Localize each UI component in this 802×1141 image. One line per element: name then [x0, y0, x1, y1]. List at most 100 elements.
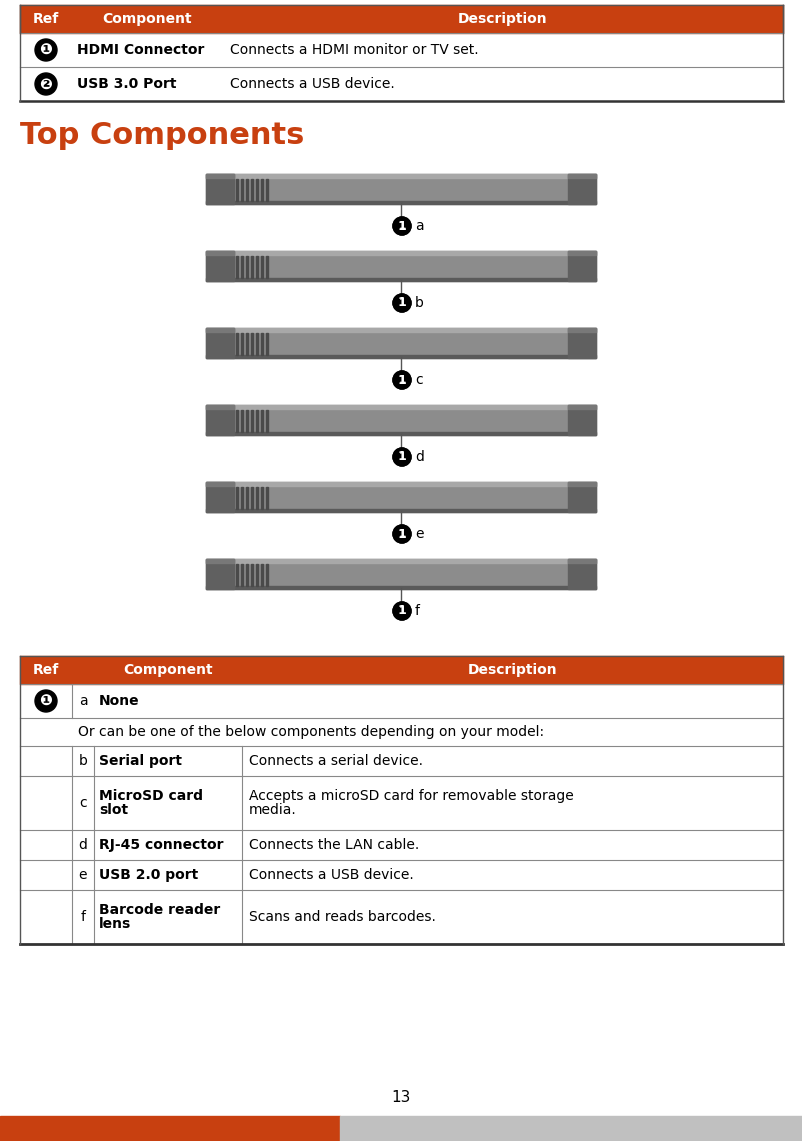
Bar: [206, 278, 595, 281]
Text: 1: 1: [398, 375, 405, 385]
Bar: [206, 173, 595, 178]
Text: b: b: [415, 296, 423, 310]
Circle shape: [35, 73, 57, 95]
Text: None: None: [99, 694, 140, 709]
Text: USB 3.0 Port: USB 3.0 Port: [77, 76, 176, 91]
Circle shape: [392, 217, 411, 235]
Text: 1: 1: [398, 221, 405, 230]
Bar: [241, 487, 243, 509]
Text: e: e: [415, 527, 423, 541]
Text: c: c: [79, 796, 87, 810]
Text: Connects a HDMI monitor or TV set.: Connects a HDMI monitor or TV set.: [229, 43, 478, 57]
Bar: [251, 333, 253, 355]
Text: 1: 1: [397, 297, 406, 309]
Text: Accepts a microSD card for removable storage: Accepts a microSD card for removable sto…: [249, 788, 573, 803]
Bar: [265, 333, 268, 355]
Bar: [206, 251, 595, 281]
Bar: [567, 173, 595, 178]
Text: Top Components: Top Components: [20, 121, 304, 149]
Bar: [236, 256, 237, 278]
Bar: [206, 405, 233, 435]
Text: d: d: [79, 837, 87, 852]
Bar: [265, 179, 268, 201]
Text: e: e: [79, 868, 87, 882]
Bar: [567, 327, 595, 358]
Bar: [206, 405, 595, 435]
Bar: [0, 1116, 339, 1141]
Bar: [241, 179, 243, 201]
Circle shape: [392, 448, 411, 466]
Bar: [261, 333, 263, 355]
Bar: [567, 559, 595, 563]
Bar: [261, 179, 263, 201]
Bar: [206, 251, 233, 281]
Bar: [567, 405, 595, 435]
Text: Connects a serial device.: Connects a serial device.: [249, 754, 423, 768]
Text: USB 2.0 port: USB 2.0 port: [99, 868, 198, 882]
Text: media.: media.: [249, 803, 297, 817]
Bar: [206, 482, 595, 486]
Text: 13: 13: [391, 1091, 411, 1106]
Text: 1: 1: [398, 452, 405, 462]
Bar: [20, 5, 782, 33]
Bar: [206, 509, 595, 512]
Text: Connects a USB device.: Connects a USB device.: [249, 868, 413, 882]
Bar: [251, 410, 253, 432]
Bar: [236, 564, 237, 586]
Bar: [567, 251, 595, 254]
Bar: [251, 487, 253, 509]
Text: Or can be one of the below components depending on your model:: Or can be one of the below components de…: [78, 725, 544, 739]
Text: slot: slot: [99, 803, 128, 817]
Bar: [245, 487, 248, 509]
Bar: [206, 251, 233, 254]
Bar: [206, 173, 233, 204]
Text: MicroSD card: MicroSD card: [99, 788, 203, 803]
Bar: [256, 256, 257, 278]
Text: RJ-45 connector: RJ-45 connector: [99, 837, 223, 852]
Bar: [206, 173, 233, 178]
Text: a: a: [79, 694, 87, 709]
Bar: [241, 333, 243, 355]
Bar: [245, 564, 248, 586]
Circle shape: [392, 217, 411, 235]
Bar: [567, 173, 595, 204]
Bar: [206, 559, 233, 589]
Bar: [261, 564, 263, 586]
Text: d: d: [415, 450, 423, 464]
Bar: [245, 256, 248, 278]
Bar: [206, 173, 595, 204]
Bar: [236, 487, 237, 509]
Text: 1: 1: [397, 527, 406, 541]
Bar: [206, 405, 595, 408]
Bar: [251, 179, 253, 201]
Text: Barcode reader: Barcode reader: [99, 903, 220, 917]
Bar: [265, 564, 268, 586]
Bar: [206, 327, 233, 332]
Bar: [256, 564, 257, 586]
Text: Connects the LAN cable.: Connects the LAN cable.: [249, 837, 419, 852]
Bar: [206, 432, 595, 435]
Bar: [206, 405, 233, 408]
Text: ❶: ❶: [39, 694, 52, 709]
Bar: [256, 487, 257, 509]
Bar: [265, 410, 268, 432]
Bar: [206, 251, 595, 254]
Bar: [236, 179, 237, 201]
Bar: [251, 564, 253, 586]
Text: 1: 1: [397, 451, 406, 463]
Text: f: f: [80, 911, 85, 924]
Bar: [236, 333, 237, 355]
Circle shape: [392, 602, 411, 620]
Text: ❶: ❶: [39, 42, 52, 57]
Text: f: f: [415, 604, 419, 618]
Text: Connects a USB device.: Connects a USB device.: [229, 76, 395, 91]
Bar: [567, 251, 595, 281]
Circle shape: [392, 294, 411, 311]
Text: b: b: [79, 754, 87, 768]
Bar: [261, 410, 263, 432]
Bar: [206, 201, 595, 204]
Bar: [265, 256, 268, 278]
Text: Serial port: Serial port: [99, 754, 182, 768]
Bar: [261, 256, 263, 278]
Circle shape: [392, 371, 411, 389]
